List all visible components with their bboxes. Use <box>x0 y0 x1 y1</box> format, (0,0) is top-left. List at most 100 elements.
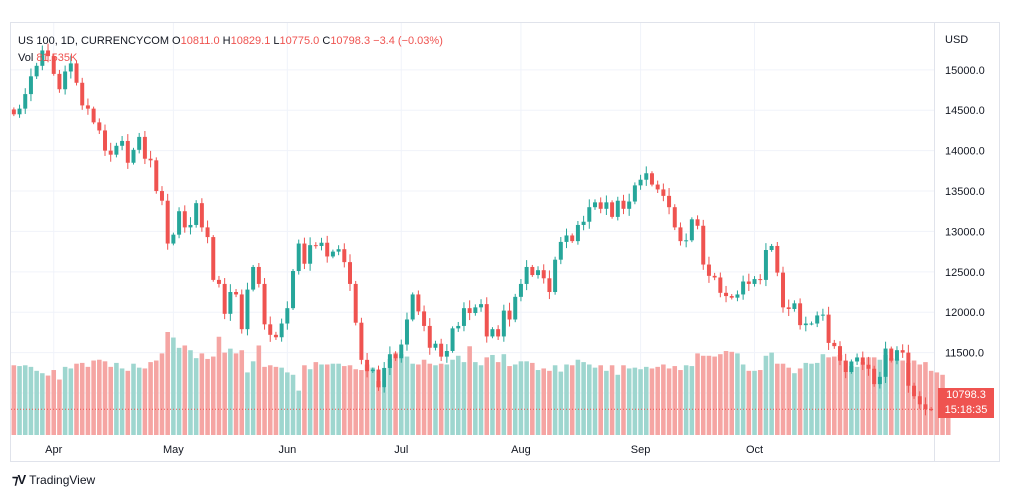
candle-body <box>359 322 364 360</box>
volume-bar <box>102 361 108 435</box>
volume-bar <box>393 352 398 435</box>
volume-bar <box>757 370 763 435</box>
countdown-tag: 15:18:35 <box>938 403 994 418</box>
candle-body <box>638 179 643 186</box>
candle-body <box>382 367 387 388</box>
volume-bar <box>604 370 609 435</box>
volume-bar <box>79 362 85 435</box>
x-tick-label: May <box>163 444 184 456</box>
volume-bar <box>433 365 438 435</box>
volume-bar <box>154 360 159 435</box>
candle-body <box>148 158 153 161</box>
volume-bar <box>740 364 746 435</box>
volume-bar <box>45 375 51 435</box>
volume-bar <box>832 356 837 435</box>
volume-bar <box>797 368 803 435</box>
volume-bar <box>159 353 165 435</box>
candle-body <box>57 73 62 90</box>
volume-bar <box>575 359 581 435</box>
candle-body <box>239 294 244 330</box>
y-tick-label: 12500.0 <box>945 267 985 279</box>
volume-bar <box>632 367 638 435</box>
candle-body <box>28 76 33 95</box>
candle-body <box>917 396 922 405</box>
candle-body <box>365 359 370 372</box>
volume-bar <box>484 357 490 435</box>
volume-bar <box>51 370 57 435</box>
candle-body <box>632 185 637 202</box>
candle-body <box>564 235 569 242</box>
candle-body <box>97 122 102 131</box>
candle-body <box>706 264 711 276</box>
volume-bar <box>97 359 102 435</box>
volume-bar <box>592 367 598 435</box>
candle-body <box>820 314 825 316</box>
y-tick-label: 14000.0 <box>945 146 985 158</box>
volume-bar <box>239 350 245 435</box>
last-price-tag: 10798.3 <box>938 388 994 403</box>
candle-body <box>752 279 757 284</box>
candle-body <box>108 150 113 155</box>
volume-bar <box>427 363 433 435</box>
volume-bar <box>689 366 695 435</box>
volume-bar <box>125 370 131 435</box>
vol-label: Vol <box>18 52 34 64</box>
volume-bar <box>62 366 68 435</box>
volume-bar <box>199 353 205 435</box>
volume-bar <box>928 370 934 435</box>
candle-body <box>353 283 358 323</box>
volume-bar <box>222 352 227 435</box>
volume-bar <box>871 357 877 435</box>
volume-bar <box>421 359 427 435</box>
candle-body <box>325 242 330 257</box>
candle-body <box>216 279 221 284</box>
volume-bar <box>775 363 780 435</box>
volume-legend: Vol 81.535K <box>18 52 77 64</box>
candle-body <box>410 294 415 320</box>
candle-body <box>837 346 842 361</box>
volume-bar <box>837 354 843 435</box>
candle-body <box>177 211 182 235</box>
volume-bar <box>273 366 279 435</box>
volume-bar <box>416 364 421 435</box>
volume-bar <box>91 360 96 435</box>
volume-bar <box>894 358 900 435</box>
volume-bar <box>666 368 672 435</box>
candle-body <box>889 348 894 361</box>
volume-bar <box>820 354 826 435</box>
volume-bar <box>934 372 940 435</box>
volume-bar <box>233 353 239 435</box>
candle-body <box>296 243 301 272</box>
candle-body <box>211 237 216 280</box>
volume-bar <box>336 363 341 435</box>
candle-body <box>461 308 466 326</box>
candle-body <box>125 140 130 163</box>
x-tick-label: Sep <box>631 444 651 456</box>
volume-bar <box>205 358 210 435</box>
volume-bar <box>792 373 797 435</box>
candle-body <box>929 409 934 411</box>
volume-bar <box>763 355 769 435</box>
candle-body <box>798 303 803 326</box>
candle-body <box>558 241 563 260</box>
high-label: H <box>222 35 231 47</box>
volume-bar <box>752 370 757 435</box>
volume-bar <box>68 368 74 435</box>
candle-body <box>427 325 432 348</box>
volume-bar <box>598 365 603 435</box>
candle-body <box>803 323 808 326</box>
candle-body <box>587 207 592 222</box>
volume-bar <box>473 362 478 435</box>
candle-body <box>433 343 438 348</box>
volume-bar <box>877 359 883 435</box>
candle-body <box>855 357 860 362</box>
candle-body <box>416 294 421 312</box>
tradingview-logo[interactable]: ⁊V TradingView <box>12 472 95 488</box>
volume-bar <box>313 362 319 435</box>
candle-body <box>735 294 740 298</box>
volume-bar <box>165 332 170 435</box>
open-label: O <box>172 35 181 47</box>
close-value: 10798.3 <box>330 35 371 47</box>
candle-body <box>490 329 495 337</box>
